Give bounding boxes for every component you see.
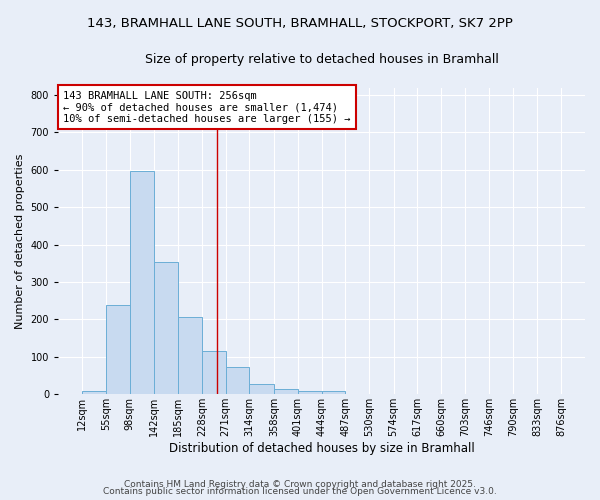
- X-axis label: Distribution of detached houses by size in Bramhall: Distribution of detached houses by size …: [169, 442, 475, 455]
- Bar: [106, 305, 130, 394]
- Bar: [274, 389, 298, 394]
- Bar: [226, 368, 250, 394]
- Bar: [250, 384, 274, 394]
- Text: Contains public sector information licensed under the Open Government Licence v3: Contains public sector information licen…: [103, 488, 497, 496]
- Bar: [82, 392, 106, 394]
- Text: Contains HM Land Registry data © Crown copyright and database right 2025.: Contains HM Land Registry data © Crown c…: [124, 480, 476, 489]
- Bar: [298, 392, 322, 394]
- Y-axis label: Number of detached properties: Number of detached properties: [15, 153, 25, 328]
- Bar: [322, 392, 346, 394]
- Bar: [154, 262, 178, 394]
- Bar: [130, 171, 154, 394]
- Text: 143, BRAMHALL LANE SOUTH, BRAMHALL, STOCKPORT, SK7 2PP: 143, BRAMHALL LANE SOUTH, BRAMHALL, STOC…: [87, 18, 513, 30]
- Bar: [178, 317, 202, 394]
- Bar: [202, 350, 226, 395]
- Text: 143 BRAMHALL LANE SOUTH: 256sqm
← 90% of detached houses are smaller (1,474)
10%: 143 BRAMHALL LANE SOUTH: 256sqm ← 90% of…: [64, 90, 351, 124]
- Title: Size of property relative to detached houses in Bramhall: Size of property relative to detached ho…: [145, 52, 499, 66]
